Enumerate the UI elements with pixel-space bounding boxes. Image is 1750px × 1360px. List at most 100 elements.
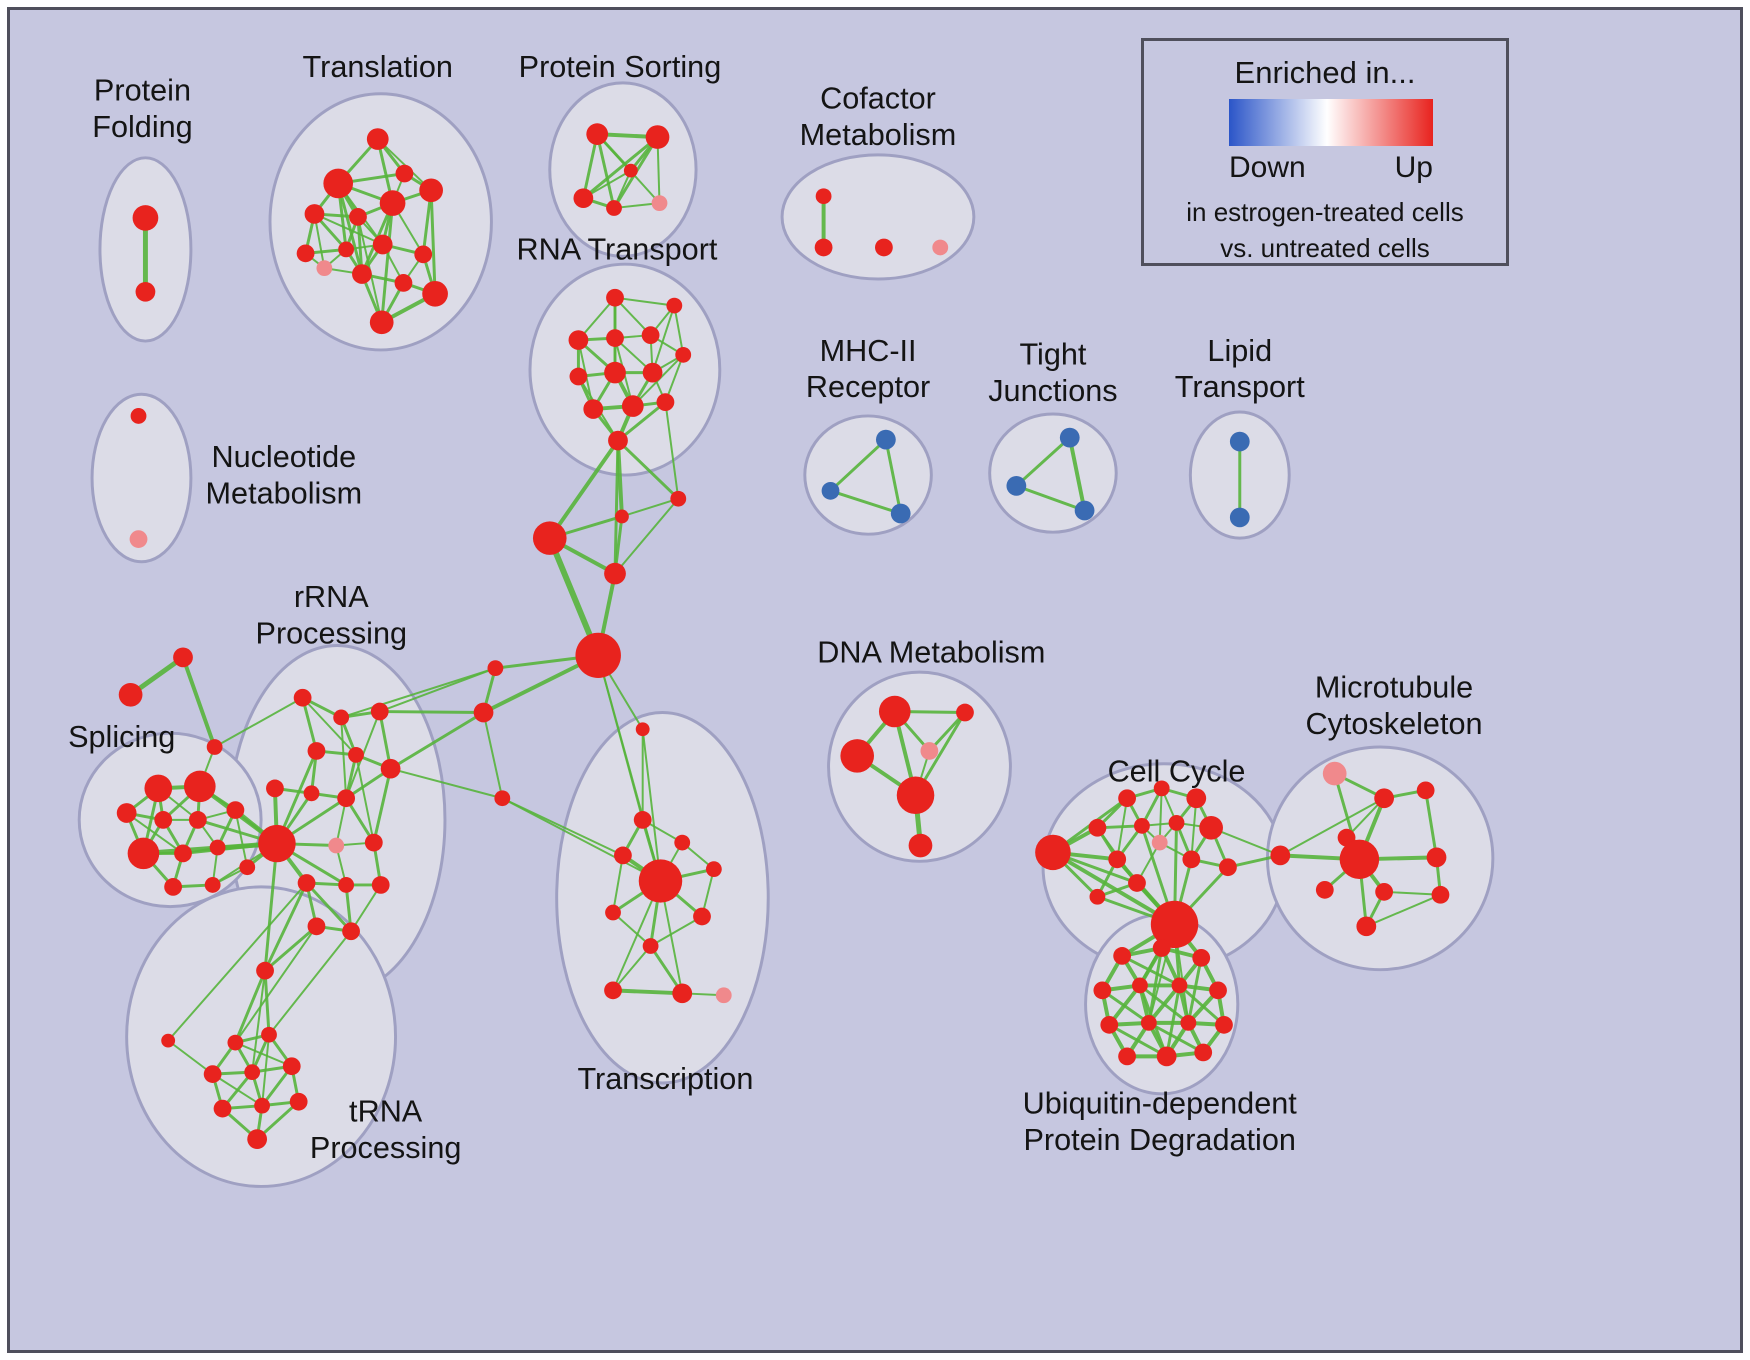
gene-set-edge[interactable] xyxy=(482,711,504,800)
gene-set-node[interactable] xyxy=(379,190,406,216)
gene-set-edge[interactable] xyxy=(301,696,357,756)
gene-set-node[interactable] xyxy=(573,188,594,209)
gene-set-node[interactable] xyxy=(1140,1015,1157,1031)
gene-set-edge[interactable] xyxy=(1424,788,1438,859)
gene-set-edge[interactable] xyxy=(547,438,620,541)
gene-set-edge[interactable] xyxy=(167,881,308,1042)
gene-set-edge[interactable] xyxy=(829,489,903,515)
gene-set-node[interactable] xyxy=(247,1129,268,1149)
gene-set-node[interactable] xyxy=(414,245,433,264)
gene-set-node[interactable] xyxy=(642,362,663,383)
gene-set-node[interactable] xyxy=(370,702,389,721)
gene-set-node[interactable] xyxy=(715,987,732,1004)
gene-set-node[interactable] xyxy=(674,834,691,851)
gene-set-node[interactable] xyxy=(1059,427,1080,448)
gene-set-edge[interactable] xyxy=(234,809,249,869)
gene-set-node[interactable] xyxy=(130,408,147,424)
gene-set-node[interactable] xyxy=(487,660,504,677)
gene-set-edge[interactable] xyxy=(234,1041,293,1068)
gene-set-edge[interactable] xyxy=(355,753,375,844)
gene-set-edge[interactable] xyxy=(1186,956,1203,1025)
gene-set-node[interactable] xyxy=(118,682,143,707)
gene-set-node[interactable] xyxy=(244,1064,261,1081)
gene-set-node[interactable] xyxy=(1089,888,1106,905)
gene-set-node[interactable] xyxy=(705,861,722,878)
gene-set-edge[interactable] xyxy=(429,188,437,296)
gene-set-edge[interactable] xyxy=(581,132,599,200)
gene-set-edge[interactable] xyxy=(378,710,486,714)
gene-set-node[interactable] xyxy=(642,938,659,954)
gene-set-node[interactable] xyxy=(878,695,911,728)
gene-set-node[interactable] xyxy=(258,824,296,863)
gene-set-edge[interactable] xyxy=(336,181,364,276)
gene-set-edge[interactable] xyxy=(611,988,685,996)
gene-set-node[interactable] xyxy=(606,329,624,347)
gene-set-edge[interactable] xyxy=(829,438,888,493)
gene-set-node[interactable] xyxy=(672,983,693,1004)
gene-set-node[interactable] xyxy=(183,770,216,803)
gene-set-node[interactable] xyxy=(328,837,345,854)
gene-set-node[interactable] xyxy=(338,241,355,258)
gene-set-node[interactable] xyxy=(840,739,875,773)
gene-set-edge[interactable] xyxy=(181,655,217,749)
gene-set-node[interactable] xyxy=(621,395,644,417)
gene-set-node[interactable] xyxy=(1171,977,1188,994)
gene-set-edge[interactable] xyxy=(612,854,624,914)
gene-set-edge[interactable] xyxy=(1147,1021,1205,1054)
gene-set-edge[interactable] xyxy=(263,842,279,973)
gene-set-node[interactable] xyxy=(293,688,312,707)
gene-set-edge[interactable] xyxy=(1146,983,1182,1025)
gene-set-edge[interactable] xyxy=(614,497,680,575)
gene-set-node[interactable] xyxy=(422,280,448,307)
gene-set-node[interactable] xyxy=(623,163,638,178)
gene-set-edge[interactable] xyxy=(651,304,676,374)
gene-set-node[interactable] xyxy=(307,917,326,936)
gene-set-edge[interactable] xyxy=(616,439,680,501)
gene-set-node[interactable] xyxy=(1182,850,1201,869)
gene-set-node[interactable] xyxy=(604,981,622,1000)
gene-set-edge[interactable] xyxy=(641,728,662,882)
gene-set-node[interactable] xyxy=(161,1033,176,1048)
gene-set-node[interactable] xyxy=(875,238,893,257)
gene-set-node[interactable] xyxy=(1431,885,1450,904)
gene-set-node[interactable] xyxy=(1108,850,1127,869)
gene-set-node[interactable] xyxy=(473,702,494,723)
gene-set-node[interactable] xyxy=(364,833,383,852)
gene-set-edge[interactable] xyxy=(389,711,486,771)
gene-set-edge[interactable] xyxy=(263,924,318,973)
gene-set-node[interactable] xyxy=(342,922,360,941)
gene-set-node[interactable] xyxy=(1192,948,1211,967)
gene-set-node[interactable] xyxy=(266,779,284,798)
gene-set-node[interactable] xyxy=(1194,1043,1213,1062)
gene-set-node[interactable] xyxy=(1150,900,1199,948)
gene-set-node[interactable] xyxy=(532,521,567,555)
gene-set-edge[interactable] xyxy=(167,1039,214,1076)
gene-set-node[interactable] xyxy=(256,961,274,980)
gene-set-node[interactable] xyxy=(1426,847,1447,868)
gene-set-node[interactable] xyxy=(651,195,668,211)
gene-set-edge[interactable] xyxy=(305,881,353,933)
gene-set-node[interactable] xyxy=(348,747,364,763)
gene-set-edge[interactable] xyxy=(613,439,620,576)
gene-set-node[interactable] xyxy=(1100,1015,1119,1034)
gene-set-edge[interactable] xyxy=(620,497,680,518)
gene-set-node[interactable] xyxy=(419,178,443,203)
gene-set-node[interactable] xyxy=(656,393,675,412)
gene-set-node[interactable] xyxy=(116,803,137,823)
gene-set-edge[interactable] xyxy=(595,132,616,210)
gene-set-edge[interactable] xyxy=(268,930,353,1036)
gene-set-edge[interactable] xyxy=(234,925,318,1044)
gene-set-node[interactable] xyxy=(896,776,935,814)
gene-set-node[interactable] xyxy=(304,204,325,224)
gene-set-node[interactable] xyxy=(1374,788,1394,809)
gene-set-node[interactable] xyxy=(188,811,207,829)
gene-set-node[interactable] xyxy=(583,399,604,419)
gene-set-node[interactable] xyxy=(1134,817,1150,834)
gene-set-node[interactable] xyxy=(307,742,326,760)
gene-set-edge[interactable] xyxy=(614,296,676,307)
gene-set-edge[interactable] xyxy=(1116,797,1129,861)
gene-set-node[interactable] xyxy=(494,790,511,807)
gene-set-node[interactable] xyxy=(261,1026,277,1043)
gene-set-node[interactable] xyxy=(1180,1015,1197,1031)
gene-set-node[interactable] xyxy=(1215,1015,1233,1034)
